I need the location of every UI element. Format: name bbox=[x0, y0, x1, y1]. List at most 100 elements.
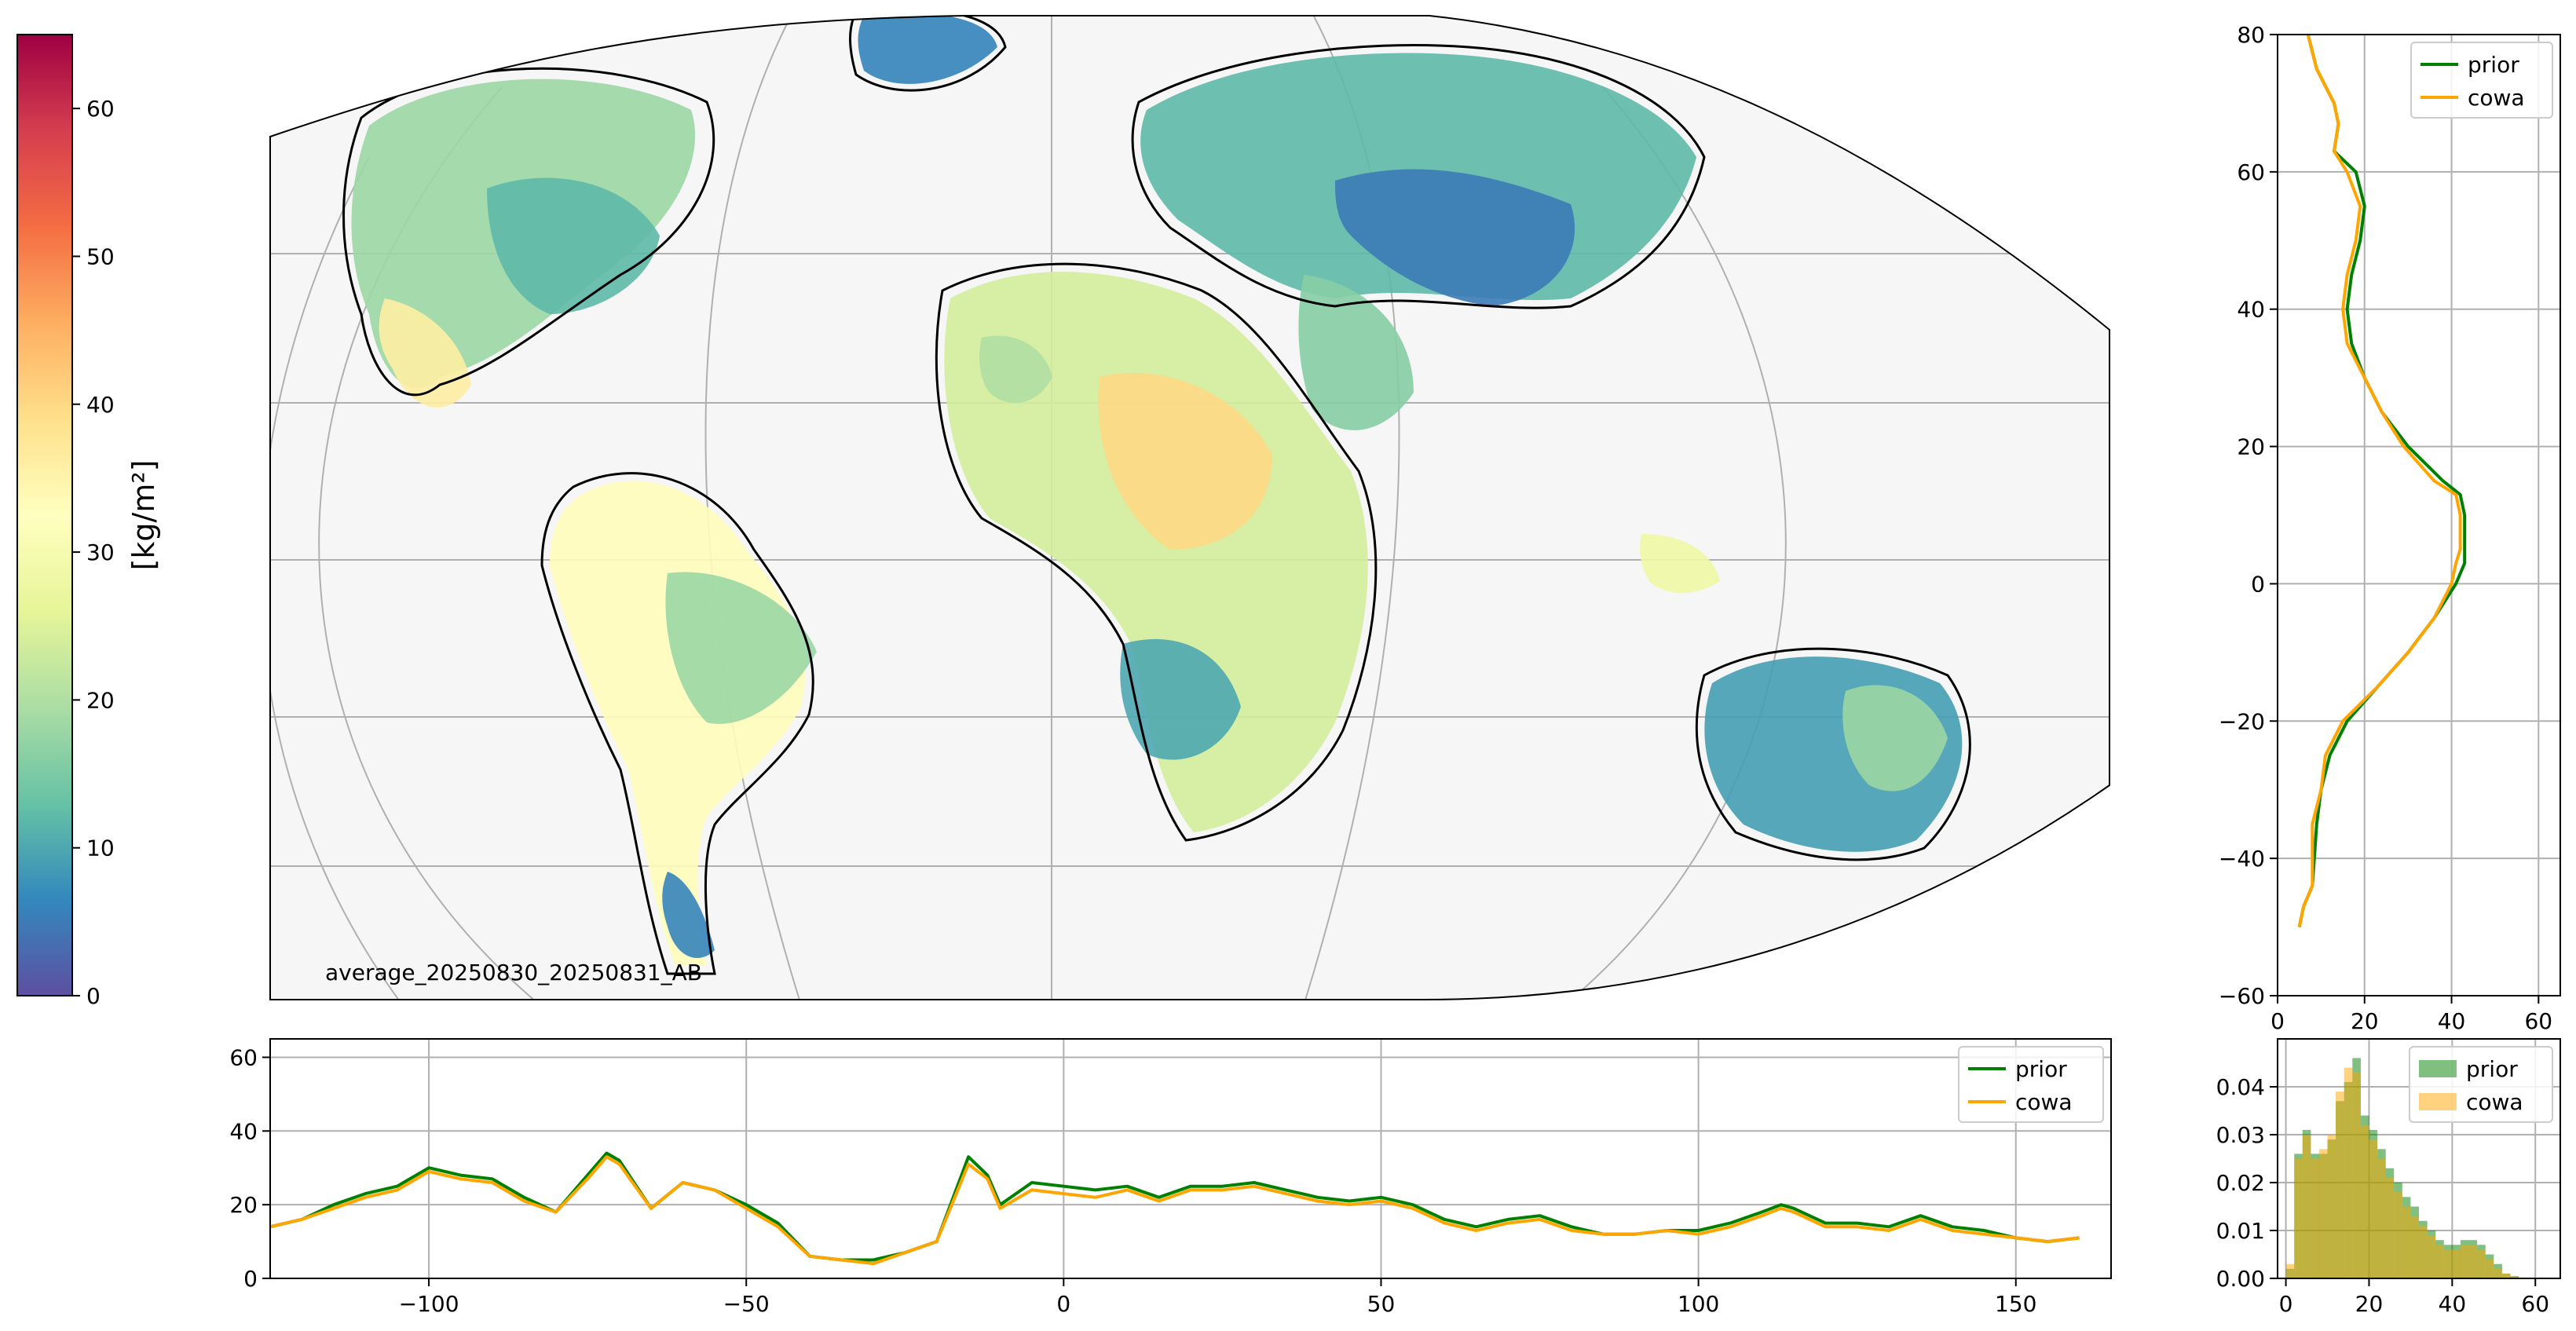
legend-label-cowa: cowa bbox=[2468, 85, 2525, 111]
x-tick-label: 40 bbox=[2438, 1008, 2466, 1034]
map-land-region bbox=[979, 335, 1052, 404]
legend-label-cowa: cowa bbox=[2466, 1089, 2523, 1115]
y-tick-label: 40 bbox=[2237, 297, 2265, 323]
histogram-bar-cowa bbox=[2435, 1245, 2444, 1278]
histogram-bar-cowa bbox=[2460, 1245, 2469, 1278]
map-meridian bbox=[1554, 86, 1787, 1000]
histogram-bar-cowa bbox=[2302, 1135, 2311, 1278]
legend-label-cowa: cowa bbox=[2015, 1089, 2073, 1115]
colorbar-tick-label: 20 bbox=[86, 687, 115, 713]
map-land-region bbox=[1298, 275, 1414, 430]
legend-label-prior: prior bbox=[2466, 1056, 2518, 1082]
y-tick-label: 0.00 bbox=[2216, 1266, 2265, 1292]
map-land-region bbox=[487, 177, 660, 314]
x-tick-label: −100 bbox=[399, 1291, 459, 1317]
colorbar: 0 10 20 30 40 50 60 [kg/m²] bbox=[16, 34, 161, 1009]
map-coastline bbox=[1695, 647, 1971, 861]
histogram-bar-cowa bbox=[2501, 1273, 2511, 1278]
y-tick-label: 0 bbox=[243, 1266, 258, 1292]
map-meridian bbox=[704, 16, 802, 1000]
line-series-cowa bbox=[270, 1155, 2080, 1266]
y-tick-label: −40 bbox=[2219, 846, 2265, 872]
histogram-bar-cowa bbox=[2385, 1177, 2395, 1278]
longitude-profile-series bbox=[270, 1151, 2080, 1266]
longitude-profile-frame bbox=[269, 1038, 2112, 1279]
map-coastlines bbox=[342, 16, 1971, 975]
latitude-profile-legend: prior cowa bbox=[2410, 42, 2553, 119]
colorbar-label: [kg/m²] bbox=[126, 460, 161, 571]
legend-swatch-prior bbox=[2419, 1060, 2457, 1077]
histogram-bar-cowa bbox=[2443, 1249, 2453, 1278]
y-tick-label: 0.02 bbox=[2216, 1170, 2265, 1196]
histogram-ticks: 0 20 40 60 0.00 0.01 0.02 0.03 0.04 bbox=[2216, 1074, 2549, 1317]
y-tick-label: 0 bbox=[2251, 571, 2265, 597]
x-tick-label: 40 bbox=[2439, 1291, 2467, 1317]
colorbar-tick-label: 0 bbox=[86, 983, 101, 1009]
y-tick-label: −20 bbox=[2219, 708, 2265, 734]
legend-swatch-cowa bbox=[2419, 1093, 2457, 1110]
histogram-bar-cowa bbox=[2344, 1067, 2353, 1278]
line-series-prior bbox=[270, 1151, 2080, 1262]
colorbar-tick-label: 10 bbox=[86, 836, 115, 861]
x-tick-label: 0 bbox=[2270, 1008, 2285, 1034]
histogram-bar-cowa bbox=[2311, 1158, 2319, 1278]
map-land-region bbox=[1335, 169, 1575, 306]
histogram-bar-cowa bbox=[2352, 1072, 2361, 1278]
x-tick-label: 50 bbox=[1367, 1291, 1396, 1317]
map-coastline bbox=[540, 472, 814, 975]
map-land-region bbox=[858, 16, 997, 84]
colorbar-tick-label: 60 bbox=[86, 96, 115, 122]
colorbar-ticks: 0 10 20 30 40 50 60 bbox=[72, 96, 115, 1009]
y-tick-label: 0.01 bbox=[2216, 1218, 2265, 1244]
latitude-profile-frame-bg bbox=[2278, 35, 2560, 996]
latitude-profile-ticks: 0 20 40 60 −60 −40 −20 0 20 40 60 80 bbox=[2219, 22, 2552, 1034]
map-coastline bbox=[1131, 44, 1706, 309]
histogram-bar-cowa bbox=[2494, 1268, 2502, 1278]
x-tick-label: 0 bbox=[1056, 1291, 1070, 1317]
colorbar-tick-label: 50 bbox=[86, 243, 115, 269]
histogram-bars bbox=[2285, 1058, 2519, 1278]
histogram-bar-cowa bbox=[2327, 1135, 2336, 1278]
map-coastline bbox=[849, 16, 1007, 92]
y-tick-label: 60 bbox=[229, 1044, 258, 1070]
histogram-frame bbox=[2277, 1038, 2561, 1279]
y-tick-label: −60 bbox=[2219, 983, 2265, 1009]
map-coastline bbox=[342, 67, 715, 397]
y-tick-label: 80 bbox=[2237, 22, 2265, 48]
y-tick-label: 0.04 bbox=[2216, 1074, 2265, 1100]
map-land-region bbox=[662, 872, 715, 958]
map-land-region bbox=[1640, 534, 1720, 593]
longitude-profile-ticks: −100 −50 0 50 100 150 0 20 40 60 bbox=[229, 1044, 2036, 1317]
x-tick-label: −50 bbox=[723, 1291, 770, 1317]
longitude-profile-legend: prior cowa bbox=[1958, 1046, 2104, 1123]
map-land-data bbox=[351, 16, 1963, 966]
histogram-bar-cowa bbox=[2285, 1263, 2295, 1278]
map-land-region bbox=[944, 272, 1368, 832]
map-coastline bbox=[935, 262, 1378, 842]
map-land-region bbox=[1842, 685, 1948, 792]
colorbar-gradient bbox=[16, 34, 73, 996]
x-tick-label: 20 bbox=[2351, 1008, 2379, 1034]
histogram-bar-cowa bbox=[2468, 1245, 2478, 1278]
x-tick-label: 60 bbox=[2524, 1008, 2552, 1034]
map-land-region bbox=[1098, 372, 1272, 550]
map-land-region bbox=[379, 298, 471, 408]
histogram-bar-cowa bbox=[2394, 1192, 2402, 1278]
y-tick-label: 0.03 bbox=[2216, 1122, 2265, 1148]
histogram-bar-cowa bbox=[2360, 1124, 2369, 1278]
map-meridian bbox=[270, 156, 409, 1000]
histogram-bar-cowa bbox=[2377, 1158, 2386, 1278]
histogram-bar-cowa bbox=[2485, 1259, 2494, 1278]
longitude-profile-chart: −100 −50 0 50 100 150 0 20 40 60 prior cowa bbox=[229, 1038, 2112, 1317]
y-tick-label: 60 bbox=[2237, 159, 2265, 185]
longitude-profile-frame-bg bbox=[270, 1039, 2111, 1278]
y-tick-label: 20 bbox=[2237, 434, 2265, 460]
x-tick-label: 60 bbox=[2521, 1291, 2549, 1317]
histogram-bar-cowa bbox=[2477, 1249, 2486, 1278]
histogram-chart: 0 20 40 60 0.00 0.01 0.02 0.03 0.04 prior cowa bbox=[2216, 1038, 2561, 1317]
legend-label-prior: prior bbox=[2015, 1056, 2067, 1082]
map-land-region bbox=[1120, 638, 1241, 760]
line-series-cowa bbox=[2297, 35, 2462, 928]
histogram-bar-cowa bbox=[2336, 1091, 2344, 1278]
